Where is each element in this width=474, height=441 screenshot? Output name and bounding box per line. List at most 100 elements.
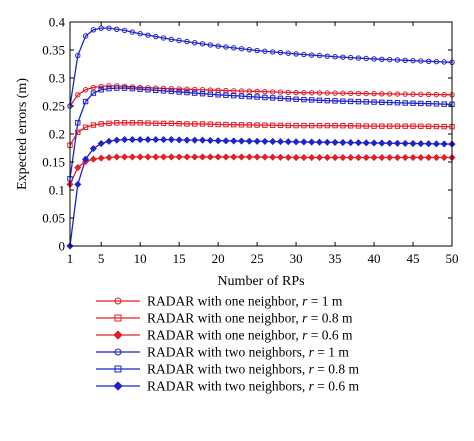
data-point xyxy=(394,123,401,129)
series-line-5 xyxy=(69,87,453,179)
y-tick-label: 0.25 xyxy=(42,99,65,114)
data-point xyxy=(262,88,268,95)
x-tick-label: 25 xyxy=(251,251,264,266)
data-point xyxy=(308,52,315,58)
data-point xyxy=(386,139,394,147)
legend-entry: RADAR with two neighbors, r = 0.6 m xyxy=(147,379,360,394)
data-point xyxy=(82,124,89,130)
data-point xyxy=(184,89,190,96)
data-point xyxy=(293,122,299,129)
data-point xyxy=(89,144,97,153)
data-point xyxy=(168,88,175,95)
data-point xyxy=(441,123,447,130)
data-point xyxy=(418,123,424,129)
data-point xyxy=(262,48,268,54)
data-point xyxy=(98,83,104,90)
data-point xyxy=(269,153,277,161)
data-point xyxy=(98,121,104,127)
data-point xyxy=(106,85,112,92)
data-point xyxy=(340,98,346,104)
data-point xyxy=(75,92,81,98)
data-point xyxy=(145,32,151,38)
data-point xyxy=(144,153,152,161)
x-tick-label: 10 xyxy=(134,251,147,266)
x-tick-label: 40 xyxy=(368,251,381,266)
data-point xyxy=(425,153,433,162)
y-tick-label: 0.3 xyxy=(49,71,65,86)
data-point xyxy=(121,27,128,34)
data-point xyxy=(231,122,237,128)
data-point xyxy=(183,136,191,144)
data-point xyxy=(331,138,339,146)
data-point xyxy=(137,86,143,92)
data-point xyxy=(269,137,277,146)
data-point xyxy=(121,120,128,126)
data-point xyxy=(300,153,308,162)
data-point xyxy=(175,153,183,161)
data-point xyxy=(323,153,331,162)
data-point xyxy=(402,123,408,129)
data-point xyxy=(363,55,369,62)
data-point xyxy=(386,123,393,129)
data-point xyxy=(75,129,81,136)
data-point xyxy=(402,57,408,64)
data-point xyxy=(90,90,97,96)
data-point xyxy=(401,139,409,147)
data-point xyxy=(254,122,260,128)
data-point xyxy=(441,91,447,98)
data-point xyxy=(176,37,182,44)
data-point xyxy=(277,89,284,95)
data-point xyxy=(324,122,330,129)
data-point xyxy=(245,153,253,161)
data-point xyxy=(89,155,97,163)
data-point xyxy=(269,49,276,55)
data-point xyxy=(432,140,440,148)
data-point xyxy=(97,154,105,162)
axes: 1 5 10 15 20 25 30 35 40 45 5000.050.10.150.20.250… xyxy=(42,15,458,267)
data-point xyxy=(176,86,182,92)
data-point xyxy=(153,87,159,94)
data-point xyxy=(378,139,386,147)
data-point xyxy=(223,92,229,98)
data-point xyxy=(238,93,245,99)
data-point xyxy=(393,153,401,162)
data-point xyxy=(324,97,330,104)
data-point xyxy=(410,91,416,97)
data-point xyxy=(269,89,276,95)
data-point xyxy=(316,97,323,103)
data-point xyxy=(378,153,386,162)
data-point xyxy=(231,88,237,94)
x-tick-label: 35 xyxy=(329,251,342,266)
data-point xyxy=(316,122,323,129)
data-point xyxy=(418,100,424,107)
data-point xyxy=(293,96,299,102)
data-point xyxy=(114,85,120,91)
y-tick-label: 0 xyxy=(59,239,66,254)
data-point xyxy=(355,90,362,97)
data-point xyxy=(129,29,136,35)
data-point xyxy=(145,120,151,126)
data-point xyxy=(223,121,229,128)
data-point xyxy=(285,89,291,96)
data-point xyxy=(198,136,207,144)
data-point xyxy=(417,140,425,148)
data-point xyxy=(238,88,245,94)
data-point xyxy=(159,136,168,144)
data-point xyxy=(153,120,159,127)
data-point xyxy=(105,137,113,145)
data-point xyxy=(75,52,81,59)
legend-entry: RADAR with one neighbor, r = 0.6 m xyxy=(147,328,353,343)
data-point xyxy=(237,153,246,161)
data-point xyxy=(347,98,354,105)
data-point xyxy=(371,99,377,105)
data-point xyxy=(292,153,300,162)
data-point xyxy=(355,123,362,129)
data-point xyxy=(354,139,363,147)
x-tick-label: 15 xyxy=(173,251,186,266)
data-point xyxy=(222,153,230,161)
data-point xyxy=(277,49,284,56)
data-point xyxy=(137,120,143,126)
data-point xyxy=(184,38,190,45)
data-point xyxy=(277,95,284,102)
